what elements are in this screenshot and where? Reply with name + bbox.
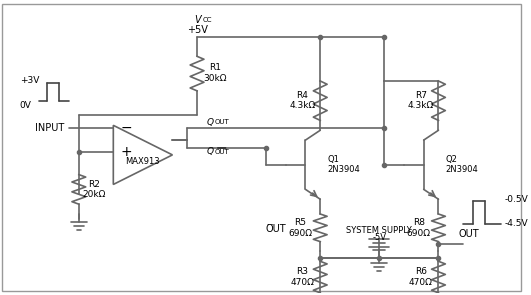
Text: R2
20kΩ: R2 20kΩ xyxy=(82,180,105,199)
Text: Q: Q xyxy=(207,118,214,127)
Text: Q1
2N3904: Q1 2N3904 xyxy=(327,155,360,174)
Text: SYSTEM SUPPLY: SYSTEM SUPPLY xyxy=(346,226,412,235)
Text: -0.5V: -0.5V xyxy=(504,195,528,204)
Text: +3V: +3V xyxy=(20,76,39,86)
Text: OUT: OUT xyxy=(458,229,479,239)
Text: MAX913: MAX913 xyxy=(125,157,160,166)
Text: Q: Q xyxy=(207,148,214,156)
Text: 0V: 0V xyxy=(20,101,31,110)
Text: INPUT: INPUT xyxy=(35,123,64,133)
Text: -4.5V: -4.5V xyxy=(504,219,528,228)
Text: R7
4.3kΩ: R7 4.3kΩ xyxy=(408,91,434,110)
Text: +: + xyxy=(121,145,132,159)
Text: R1
30kΩ: R1 30kΩ xyxy=(203,63,227,83)
Text: +5V: +5V xyxy=(186,25,208,35)
Text: R5
690Ω: R5 690Ω xyxy=(288,218,313,237)
Text: CC: CC xyxy=(203,17,212,23)
Text: −: − xyxy=(121,121,132,135)
Text: OUT: OUT xyxy=(215,149,229,155)
Text: V: V xyxy=(194,15,200,25)
Text: R3
470Ω: R3 470Ω xyxy=(290,267,314,287)
Text: Q2
2N3904: Q2 2N3904 xyxy=(446,155,478,174)
Text: -5V: -5V xyxy=(372,233,387,242)
Text: R4
4.3kΩ: R4 4.3kΩ xyxy=(289,91,315,110)
Text: O̅UT: O̅UT xyxy=(265,224,286,234)
Text: R6
470Ω: R6 470Ω xyxy=(409,267,433,287)
Text: R8
690Ω: R8 690Ω xyxy=(407,218,431,237)
Text: OUT: OUT xyxy=(215,119,229,125)
